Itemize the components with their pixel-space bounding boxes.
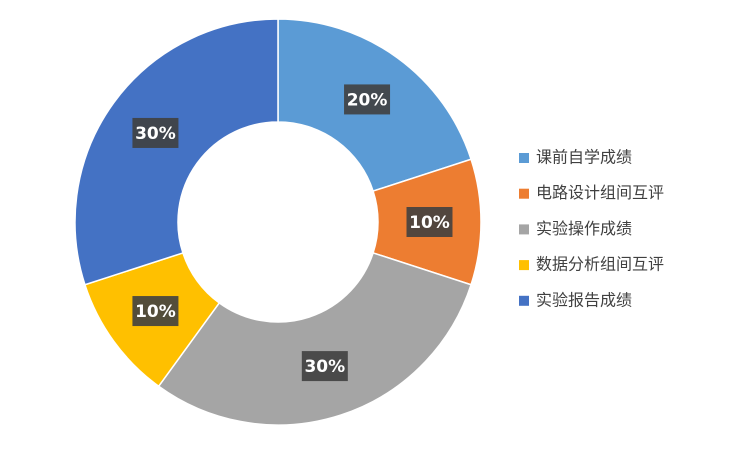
data-label: 30% xyxy=(135,124,176,144)
data-label: 30% xyxy=(304,357,345,377)
data-label-box xyxy=(301,351,348,382)
legend-label: 实验操作成绩 xyxy=(536,219,632,238)
legend-label: 课前自学成绩 xyxy=(536,148,632,167)
donut-segment xyxy=(157,251,473,426)
data-label: 10% xyxy=(409,213,450,233)
legend-swatch xyxy=(519,153,529,163)
donut-segment xyxy=(74,18,279,286)
legend-swatch xyxy=(519,224,529,235)
data-label-box xyxy=(344,84,391,115)
legend-label: 数据分析组间互评 xyxy=(536,255,664,274)
legend-swatch xyxy=(519,188,529,199)
data-label: 20% xyxy=(347,90,388,110)
data-label-box xyxy=(406,207,453,237)
legend-label: 实验报告成绩 xyxy=(536,290,632,309)
data-label-box xyxy=(132,117,179,148)
legend-label: 电路设计组间互评 xyxy=(536,183,664,202)
legend-swatch xyxy=(519,295,529,306)
legend-swatch xyxy=(519,260,529,271)
data-label-box xyxy=(132,296,179,327)
data-label: 10% xyxy=(135,302,176,322)
